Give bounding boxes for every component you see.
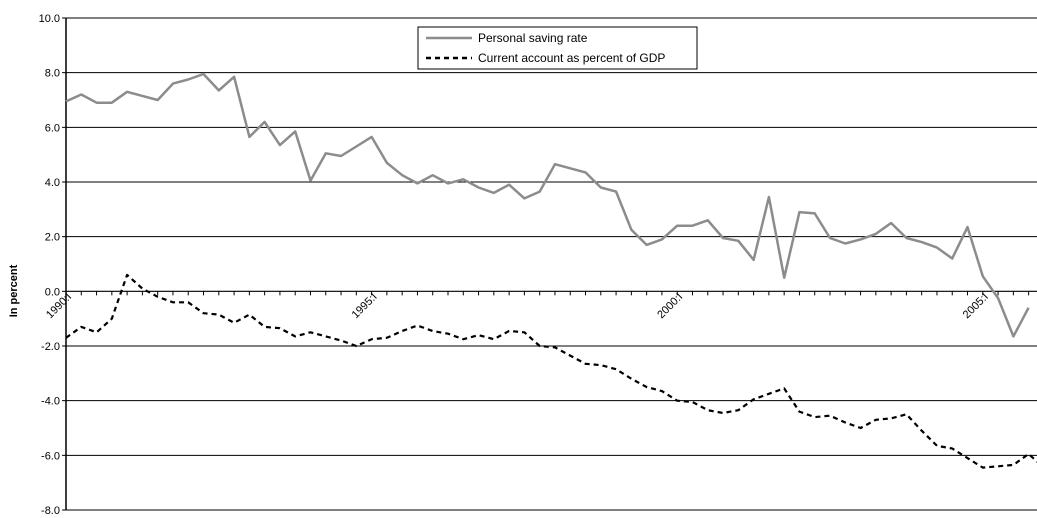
y-tick-label: -6.0 — [41, 450, 60, 462]
x-tick-label: 1995:I — [350, 291, 380, 321]
x-axis: 1990:I 1995:I 2000:I 2005:I — [44, 290, 1037, 321]
x-tick-label: 2005:I — [961, 291, 991, 321]
y-tick-label: 10.0 — [39, 13, 60, 25]
y-tick-label: -8.0 — [41, 505, 60, 517]
y-axis-label: In percent — [8, 264, 20, 317]
y-tick-label: 2.0 — [45, 232, 60, 244]
y-tick-label: 8.0 — [45, 68, 60, 80]
series-line-current-account — [65, 273, 1037, 469]
series-line-personal-saving-rate — [65, 72, 1030, 338]
y-tick-label: -4.0 — [41, 396, 60, 408]
legend: Personal saving rate Current account as … — [417, 26, 698, 70]
legend-label-current-account: Current account as percent of GDP — [478, 51, 665, 65]
y-tick-label: 4.0 — [45, 177, 60, 189]
gridlines — [66, 17, 1037, 511]
y-tick-label: -2.0 — [41, 341, 60, 353]
y-axis-ticks: 10.0 8.0 6.0 4.0 2.0 0.0 -2.0 -4.0 -6.0 -8.0 — [39, 13, 66, 517]
legend-box — [417, 26, 698, 70]
y-tick-label: 0.0 — [45, 286, 60, 298]
y-tick-label: 6.0 — [45, 122, 60, 134]
series-lines — [65, 72, 1037, 469]
x-tick-label: 2000:I — [655, 291, 685, 321]
legend-label-personal-saving-rate: Personal saving rate — [478, 31, 588, 45]
